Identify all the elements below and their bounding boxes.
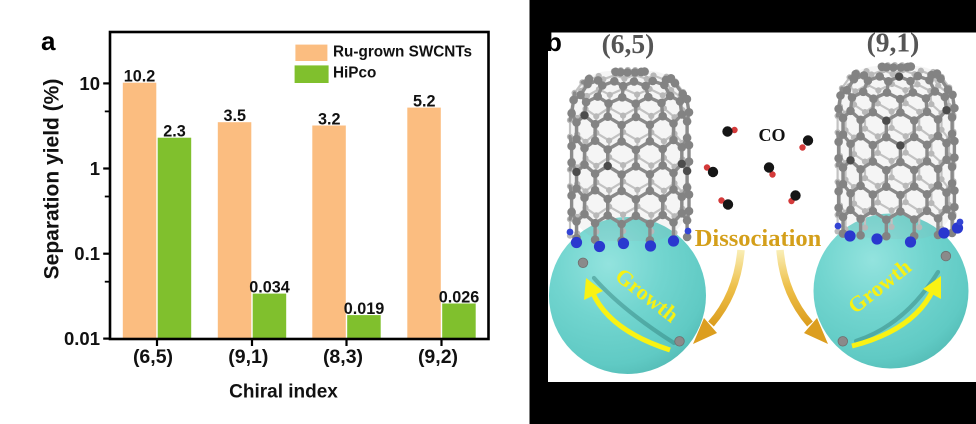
svg-text:(9,1): (9,1) bbox=[228, 346, 268, 368]
svg-text:a: a bbox=[41, 26, 56, 56]
svg-text:Chiral index: Chiral index bbox=[229, 382, 338, 403]
svg-text:0.1: 0.1 bbox=[74, 243, 100, 264]
svg-text:(9,2): (9,2) bbox=[418, 346, 458, 368]
svg-text:2.3: 2.3 bbox=[163, 123, 186, 141]
svg-text:(6,5): (6,5) bbox=[602, 28, 655, 59]
svg-text:10.2: 10.2 bbox=[124, 68, 156, 86]
svg-text:0.01: 0.01 bbox=[64, 328, 100, 349]
svg-text:Separation yield (%): Separation yield (%) bbox=[41, 79, 64, 280]
svg-text:10: 10 bbox=[79, 73, 100, 94]
svg-text:(8,3): (8,3) bbox=[323, 346, 363, 368]
svg-text:0.026: 0.026 bbox=[439, 289, 480, 307]
svg-text:3.2: 3.2 bbox=[318, 111, 341, 129]
svg-text:Ru-grown SWCNTs: Ru-grown SWCNTs bbox=[333, 44, 472, 61]
svg-text:b: b bbox=[546, 27, 562, 57]
svg-text:0.019: 0.019 bbox=[344, 300, 385, 318]
svg-text:1: 1 bbox=[90, 158, 100, 179]
svg-text:HiPco: HiPco bbox=[333, 65, 376, 82]
svg-text:(6,5): (6,5) bbox=[133, 346, 173, 368]
svg-text:Dissociation: Dissociation bbox=[695, 225, 822, 252]
svg-text:CO: CO bbox=[759, 125, 786, 145]
svg-text:0.034: 0.034 bbox=[249, 279, 290, 297]
svg-text:3.5: 3.5 bbox=[224, 107, 247, 125]
svg-text:5.2: 5.2 bbox=[413, 93, 436, 111]
